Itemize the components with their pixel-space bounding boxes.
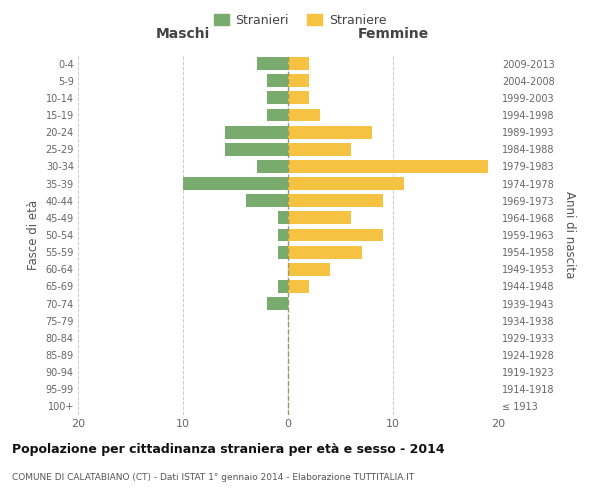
- Bar: [288, 57, 309, 70]
- Bar: [277, 212, 288, 224]
- Bar: [288, 160, 487, 173]
- Bar: [277, 246, 288, 258]
- Bar: [288, 108, 320, 122]
- Bar: [288, 228, 383, 241]
- Bar: [267, 92, 288, 104]
- Text: COMUNE DI CALATABIANO (CT) - Dati ISTAT 1° gennaio 2014 - Elaborazione TUTTITALI: COMUNE DI CALATABIANO (CT) - Dati ISTAT …: [12, 472, 414, 482]
- Bar: [288, 263, 330, 276]
- Bar: [288, 212, 351, 224]
- Bar: [257, 160, 288, 173]
- Bar: [288, 143, 351, 156]
- Y-axis label: Fasce di età: Fasce di età: [27, 200, 40, 270]
- Bar: [288, 74, 309, 87]
- Bar: [267, 297, 288, 310]
- Bar: [267, 108, 288, 122]
- Bar: [267, 74, 288, 87]
- Bar: [288, 280, 309, 293]
- Text: Popolazione per cittadinanza straniera per età e sesso - 2014: Popolazione per cittadinanza straniera p…: [12, 442, 445, 456]
- Bar: [288, 194, 383, 207]
- Bar: [288, 246, 361, 258]
- Text: Femmine: Femmine: [358, 26, 428, 40]
- Bar: [257, 57, 288, 70]
- Bar: [225, 143, 288, 156]
- Bar: [246, 194, 288, 207]
- Legend: Stranieri, Straniere: Stranieri, Straniere: [209, 8, 391, 32]
- Bar: [277, 228, 288, 241]
- Bar: [288, 92, 309, 104]
- Bar: [225, 126, 288, 138]
- Bar: [183, 177, 288, 190]
- Bar: [288, 177, 404, 190]
- Bar: [277, 280, 288, 293]
- Text: Maschi: Maschi: [156, 26, 210, 40]
- Bar: [288, 126, 372, 138]
- Y-axis label: Anni di nascita: Anni di nascita: [563, 192, 576, 278]
